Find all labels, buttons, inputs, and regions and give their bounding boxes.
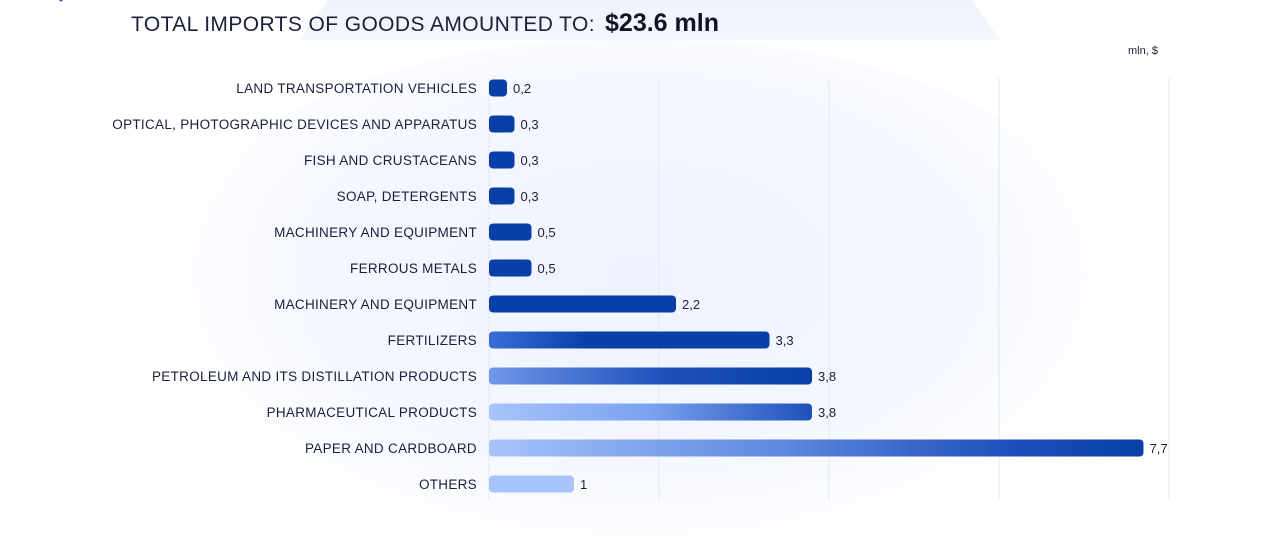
bar: [489, 151, 515, 169]
bars: [489, 79, 1144, 493]
value-label: 0,2: [513, 81, 531, 96]
bar: [489, 187, 515, 205]
category-label: MACHINERY AND EQUIPMENT: [274, 297, 477, 312]
value-labels: 0,2 0,3 0,3 0,3 0,5 0,5 2,2 3,3 3,8 3,8 7,7 1: [513, 81, 1168, 492]
category-label: PETROLEUM AND ITS DISTILLATION PRODUCTS: [152, 369, 477, 384]
value-label: 3,3: [776, 333, 794, 348]
category-label: OTHERS: [419, 477, 477, 492]
unit-label: mln, $: [1128, 45, 1158, 57]
category-label: FISH AND CRUSTACEANS: [304, 153, 477, 168]
value-label: 0,5: [538, 225, 556, 240]
category-label: OPTICAL, PHOTOGRAPHIC DEVICES AND APPARA…: [112, 117, 477, 132]
title-text: TOTAL IMPORTS OF GOODS AMOUNTED TO:: [131, 13, 596, 36]
bar: [489, 331, 770, 349]
background-shape: [300, 0, 1000, 40]
value-label: 0,3: [521, 153, 539, 168]
category-label: PAPER AND CARDBOARD: [305, 441, 477, 456]
bar: [489, 403, 812, 421]
total-imports-value: $23.6 mln: [605, 9, 719, 37]
category-label: SOAP, DETERGENTS: [337, 189, 477, 204]
category-label: PHARMACEUTICAL PRODUCTS: [267, 405, 477, 420]
bar: [489, 367, 812, 385]
bar: [489, 115, 515, 133]
category-label: LAND TRANSPORTATION VEHICLES: [236, 81, 477, 96]
chart-title: TOTAL IMPORTS OF GOODS AMOUNTED TO: $23.…: [131, 9, 719, 38]
gridlines: [488, 78, 1170, 500]
category-label: FERTILIZERS: [388, 333, 477, 348]
value-label: 0,3: [521, 117, 539, 132]
bar: [489, 223, 532, 241]
value-label: 0,5: [538, 261, 556, 276]
brand-logo-icon: [58, 0, 64, 2]
value-label: 7,7: [1150, 441, 1168, 456]
bar-chart: LAND TRANSPORTATION VEHICLES OPTICAL, PHO…: [112, 78, 1170, 500]
category-labels: LAND TRANSPORTATION VEHICLES OPTICAL, PHO…: [112, 81, 477, 492]
value-label: 1: [580, 477, 587, 492]
bar: [489, 439, 1144, 457]
category-label: FERROUS METALS: [350, 261, 477, 276]
value-label: 2,2: [682, 297, 700, 312]
value-label: 0,3: [521, 189, 539, 204]
bar: [489, 79, 507, 97]
value-label: 3,8: [818, 405, 836, 420]
bar: [489, 295, 676, 313]
value-label: 3,8: [818, 369, 836, 384]
bar: [489, 475, 574, 493]
bar: [489, 259, 532, 277]
category-label: MACHINERY AND EQUIPMENT: [274, 225, 477, 240]
